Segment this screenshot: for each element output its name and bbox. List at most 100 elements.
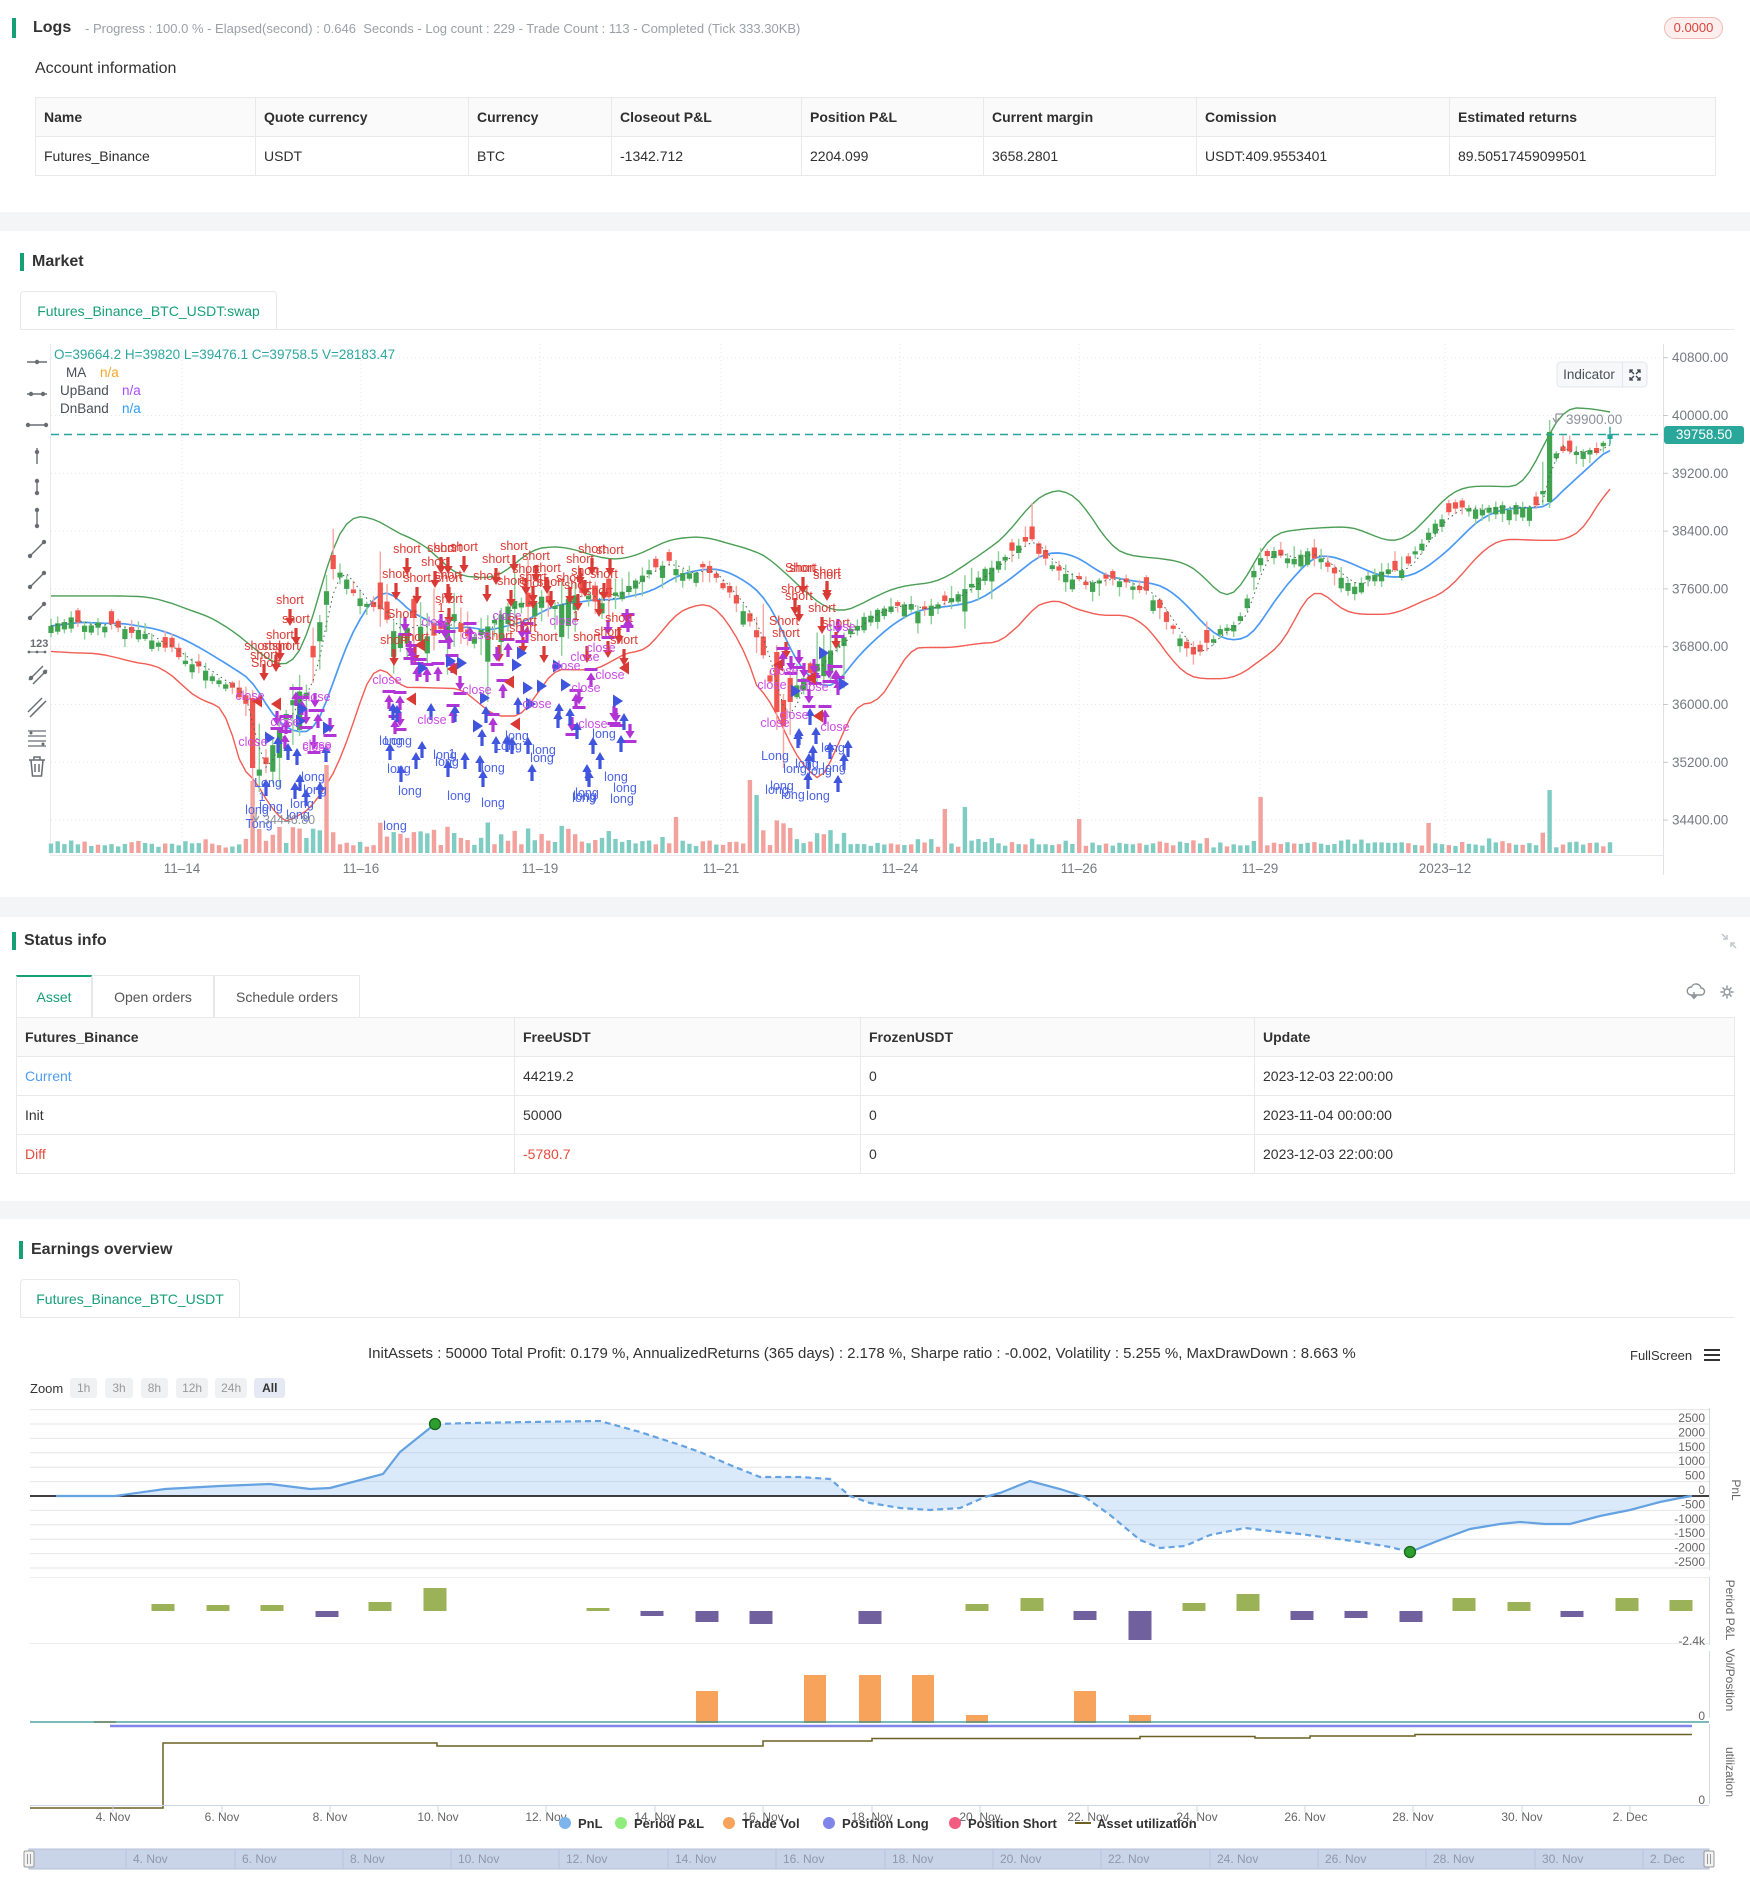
svg-text:close: close bbox=[549, 614, 578, 628]
svg-text:1500: 1500 bbox=[1678, 1440, 1705, 1454]
svg-text:close: close bbox=[760, 716, 789, 730]
svg-text:-500: -500 bbox=[1681, 1497, 1705, 1511]
svg-text:0: 0 bbox=[1698, 1483, 1705, 1497]
svg-text:short: short bbox=[482, 552, 510, 566]
svg-text:8. Nov: 8. Nov bbox=[350, 1852, 385, 1866]
svg-text:Period P&L: Period P&L bbox=[1723, 1580, 1737, 1641]
svg-text:28. Nov: 28. Nov bbox=[1392, 1810, 1433, 1824]
svg-text:close: close bbox=[779, 708, 808, 722]
svg-text:short: short bbox=[610, 633, 638, 647]
svg-text:long: long bbox=[379, 734, 403, 748]
svg-text:close: close bbox=[820, 720, 849, 734]
svg-text:-2.4k: -2.4k bbox=[1678, 1634, 1706, 1648]
svg-text:short: short bbox=[571, 564, 599, 578]
svg-text:11–19: 11–19 bbox=[522, 861, 559, 876]
svg-text:Long: Long bbox=[254, 776, 282, 790]
svg-text:long: long bbox=[808, 764, 832, 778]
svg-text:39758.50: 39758.50 bbox=[1676, 427, 1732, 442]
svg-text:-2000: -2000 bbox=[1674, 1541, 1705, 1555]
svg-text:long: long bbox=[286, 808, 310, 822]
svg-text:short: short bbox=[403, 571, 431, 585]
svg-text:close: close bbox=[570, 650, 599, 664]
svg-text:14. Nov: 14. Nov bbox=[675, 1852, 716, 1866]
svg-text:Position Short: Position Short bbox=[968, 1816, 1058, 1831]
svg-text:short: short bbox=[772, 626, 800, 640]
svg-text:short: short bbox=[530, 630, 558, 644]
svg-text:close: close bbox=[235, 689, 264, 703]
svg-text:long: long bbox=[821, 741, 845, 755]
svg-text:long: long bbox=[573, 789, 597, 803]
svg-text:39200.00: 39200.00 bbox=[1672, 466, 1728, 481]
svg-text:1: 1 bbox=[438, 601, 445, 615]
svg-text:12. Nov: 12. Nov bbox=[525, 1810, 566, 1824]
svg-text:10. Nov: 10. Nov bbox=[458, 1852, 499, 1866]
svg-text:24. Nov: 24. Nov bbox=[1217, 1852, 1258, 1866]
svg-text:Vol/Position: Vol/Position bbox=[1723, 1649, 1737, 1712]
svg-text:1: 1 bbox=[573, 609, 580, 623]
svg-text:6. Nov: 6. Nov bbox=[205, 1810, 240, 1824]
svg-text:short: short bbox=[594, 625, 622, 639]
svg-text:close: close bbox=[586, 641, 615, 655]
svg-text:close: close bbox=[461, 628, 490, 642]
svg-text:Asset utilization: Asset utilization bbox=[1097, 1816, 1197, 1831]
svg-text:close: close bbox=[578, 717, 607, 731]
svg-text:14. Nov: 14. Nov bbox=[634, 1810, 675, 1824]
svg-text:short: short bbox=[566, 552, 594, 566]
svg-text:close: close bbox=[769, 664, 798, 678]
svg-text:11–26: 11–26 bbox=[1061, 861, 1098, 876]
svg-text:short: short bbox=[808, 601, 836, 615]
svg-text:0: 0 bbox=[1698, 1709, 1705, 1723]
svg-text:long: long bbox=[398, 784, 422, 798]
svg-text:short: short bbox=[382, 567, 410, 581]
svg-text:long: long bbox=[481, 796, 505, 810]
svg-text:short: short bbox=[435, 592, 463, 606]
svg-text:2500: 2500 bbox=[1678, 1411, 1705, 1425]
svg-text:35200.00: 35200.00 bbox=[1672, 755, 1728, 770]
svg-text:38400.00: 38400.00 bbox=[1672, 524, 1728, 539]
svg-text:2. Dec: 2. Dec bbox=[1613, 1810, 1648, 1824]
svg-text:24. Nov: 24. Nov bbox=[1176, 1810, 1217, 1824]
svg-text:short: short bbox=[509, 621, 537, 635]
svg-text:short: short bbox=[822, 616, 850, 630]
svg-text:Period P&L: Period P&L bbox=[634, 1816, 704, 1831]
svg-text:short: short bbox=[266, 628, 294, 642]
svg-text:close: close bbox=[595, 668, 624, 682]
svg-text:short: short bbox=[434, 541, 462, 555]
svg-text:long: long bbox=[572, 791, 596, 805]
svg-text:short: short bbox=[276, 593, 304, 607]
svg-text:22. Nov: 22. Nov bbox=[1067, 1810, 1108, 1824]
svg-text:30. Nov: 30. Nov bbox=[1501, 1810, 1542, 1824]
svg-text:26. Nov: 26. Nov bbox=[1325, 1852, 1366, 1866]
svg-text:1: 1 bbox=[449, 747, 456, 761]
svg-text:long: long bbox=[383, 819, 407, 833]
svg-text:123: 123 bbox=[30, 638, 48, 650]
svg-text:short: short bbox=[401, 630, 429, 644]
svg-text:36000.00: 36000.00 bbox=[1672, 697, 1728, 712]
svg-text:-1000: -1000 bbox=[1674, 1512, 1705, 1526]
svg-text:short: short bbox=[585, 584, 613, 598]
svg-text:close: close bbox=[270, 715, 299, 729]
svg-text:Short: Short bbox=[785, 561, 815, 575]
svg-text:short: short bbox=[813, 568, 841, 582]
svg-text:1: 1 bbox=[259, 790, 266, 804]
svg-text:PnL: PnL bbox=[1729, 1479, 1743, 1501]
svg-text:short: short bbox=[578, 542, 606, 556]
svg-text:long: long bbox=[505, 729, 529, 743]
svg-text:close: close bbox=[417, 713, 446, 727]
svg-text:18. Nov: 18. Nov bbox=[892, 1852, 933, 1866]
svg-text:11–16: 11–16 bbox=[343, 861, 380, 876]
svg-text:long: long bbox=[575, 786, 599, 800]
svg-text:40800.00: 40800.00 bbox=[1672, 350, 1728, 365]
svg-text:6. Nov: 6. Nov bbox=[242, 1852, 277, 1866]
svg-text:Trade Vol: Trade Vol bbox=[742, 1816, 800, 1831]
svg-text:close: close bbox=[238, 735, 267, 749]
svg-text:short: short bbox=[473, 569, 501, 583]
svg-text:long: long bbox=[532, 743, 556, 757]
svg-text:short: short bbox=[485, 629, 513, 643]
svg-text:short: short bbox=[564, 578, 592, 592]
svg-text:short: short bbox=[590, 567, 618, 581]
svg-text:PnL: PnL bbox=[578, 1816, 603, 1831]
svg-text:Position Long: Position Long bbox=[842, 1816, 929, 1831]
svg-text:30. Nov: 30. Nov bbox=[1542, 1852, 1583, 1866]
svg-text:close: close bbox=[571, 681, 600, 695]
